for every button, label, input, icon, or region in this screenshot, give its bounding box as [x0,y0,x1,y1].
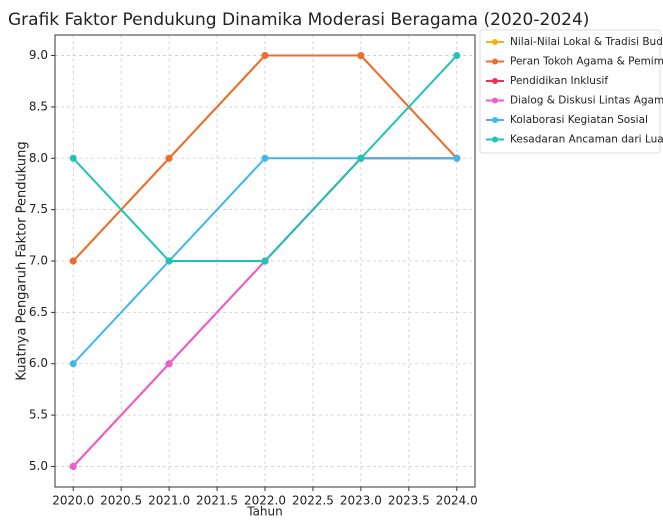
legend-marker [492,136,498,143]
x-tick-label: 2021.0 [148,494,190,508]
y-tick-label: 5.5 [29,408,48,422]
y-axis-label: Kuatnya Pengaruh Faktor Pendukung [15,141,30,380]
data-point [69,257,77,265]
y-tick-label: 8.0 [29,151,48,165]
y-tick-label: 7.0 [29,254,48,268]
y-tick-label: 9.0 [29,48,48,62]
legend-marker [492,117,498,123]
legend-marker [492,78,498,84]
legend-label: Pendidikan Inklusif [510,75,608,87]
x-tick-label: 2021.5 [196,494,238,508]
legend-label: Kesadaran Ancaman dari Luar [510,134,663,146]
chart-title: Grafik Faktor Pendukung Dinamika Moderas… [8,10,589,30]
x-axis-label: Tahun [246,505,283,519]
data-point [453,52,461,60]
data-point [69,462,77,470]
plot-frame [54,34,476,488]
y-tick-label: 7.5 [29,202,48,216]
data-point [357,154,365,162]
data-point [165,154,173,162]
data-point [69,154,77,162]
data-point [165,360,173,368]
x-tick-label: 2022.5 [292,494,334,508]
legend-label: Dialog & Diskusi Lintas Agama [510,95,663,107]
legend-marker [492,58,498,65]
data-point [261,52,269,60]
x-tick-label: 2020.0 [52,494,94,508]
x-tick-label: 2023.5 [388,494,430,508]
data-point [357,52,365,60]
legend-label: Peran Tokoh Agama & Pemimpin [510,56,663,68]
legend-label: Kolaborasi Kegiatan Sosial [510,114,648,126]
data-point [261,154,269,162]
legend-marker [492,39,498,45]
data-point [69,360,77,368]
y-tick-label: 8.5 [29,99,48,113]
x-tick-label: 2020.5 [100,494,142,508]
x-tick-label: 2022.0 [244,494,286,508]
data-point [453,154,461,162]
y-tick-label: 5.0 [29,459,48,473]
legend-box [479,29,661,154]
y-tick-label: 6.5 [29,305,48,319]
x-tick-label: 2023.0 [340,494,382,508]
data-point [165,257,173,265]
data-point [261,257,269,265]
legend-marker [492,97,498,104]
legend-label: Nilai-Nilai Lokal & Tradisi Budaya [510,36,663,48]
y-tick-label: 6.0 [29,356,48,370]
x-tick-label: 2024.0 [436,494,478,508]
